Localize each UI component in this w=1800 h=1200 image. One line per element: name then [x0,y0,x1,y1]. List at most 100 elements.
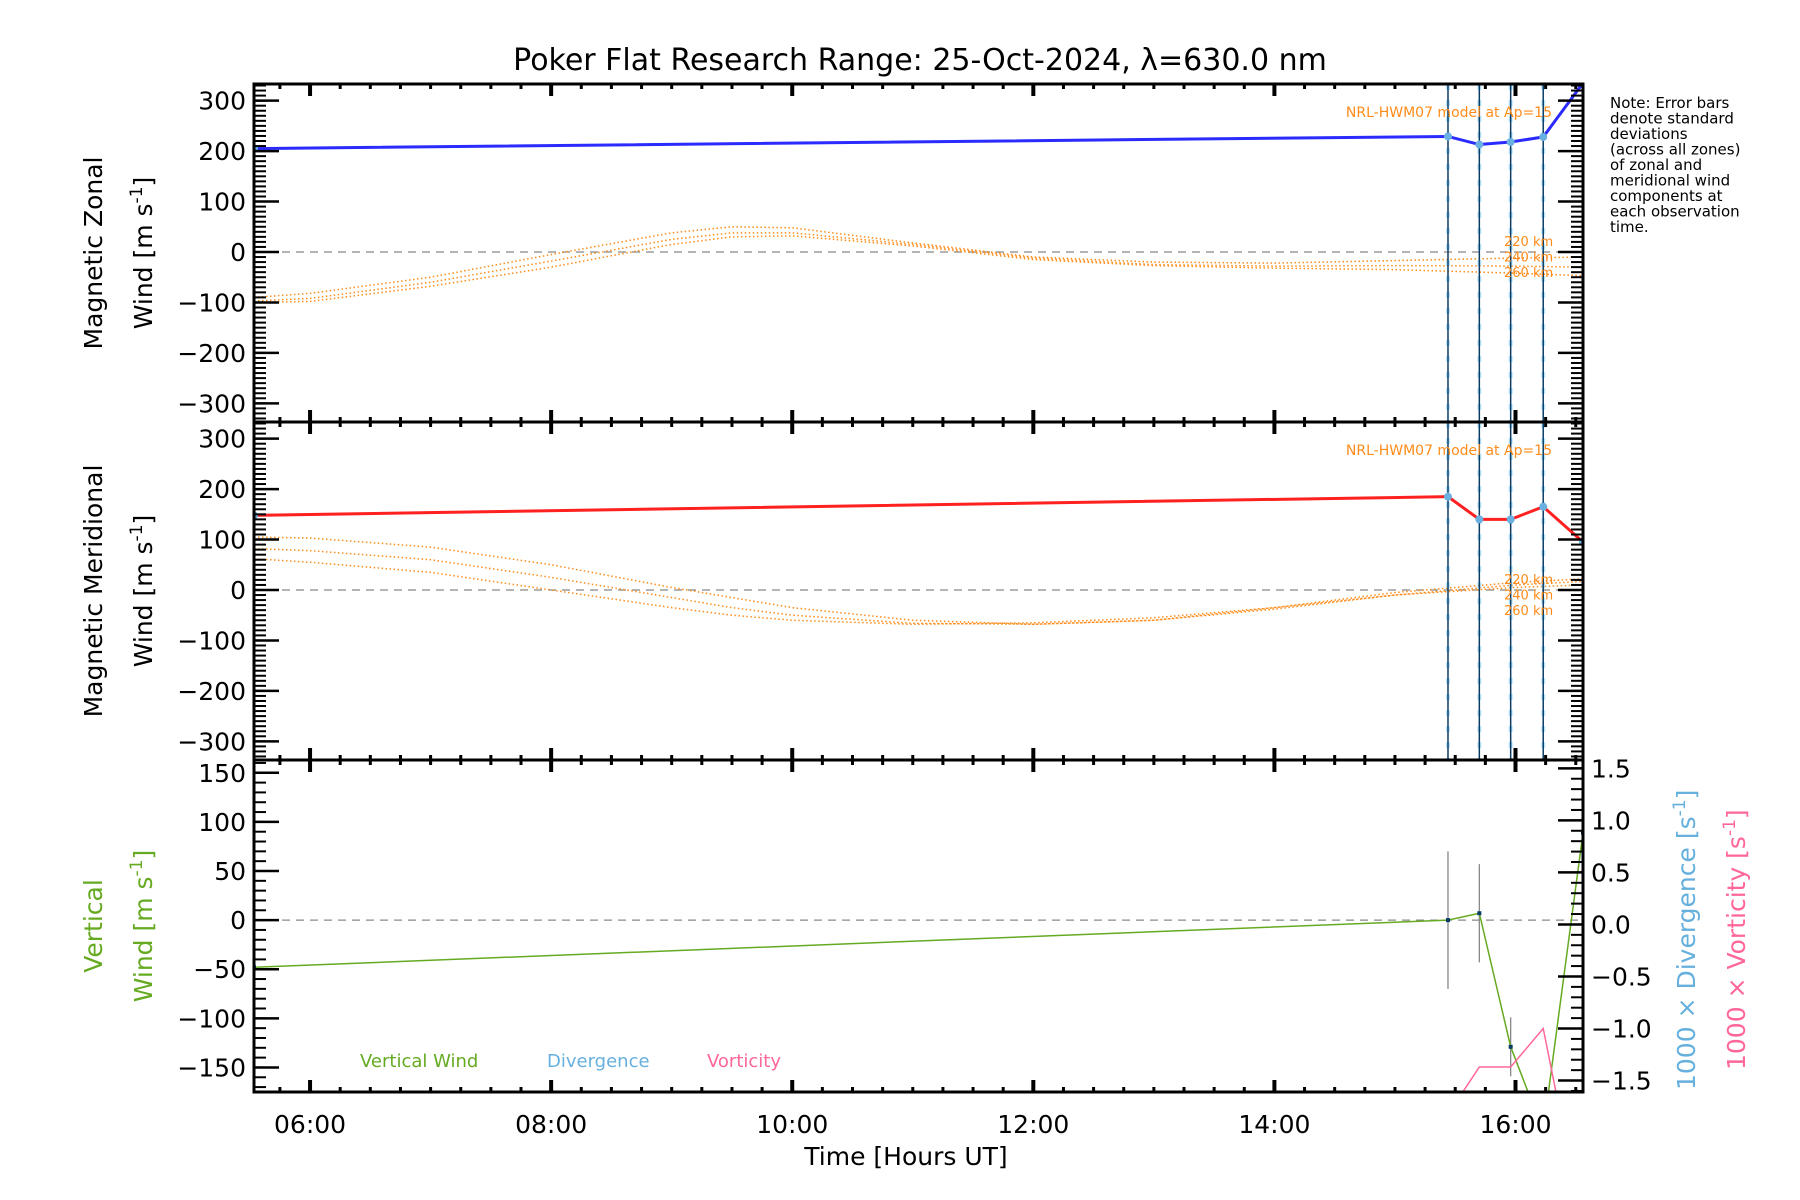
panel-2: 300 200 100 0 −100 −200 −300 Magnetic Meridiona… [79,420,1585,762]
y-tick-label: 0 [230,906,246,935]
legend-vertical-wind: Vertical Wind [360,1051,478,1072]
note-line: deviations [1610,125,1688,143]
data-point [1508,1044,1513,1049]
altitude-label: 220 km [1504,235,1553,250]
note-line: components at [1610,187,1723,205]
y-tick-label: 150 [198,759,246,788]
bracket: ] [1672,790,1701,800]
model-curve-260km [254,235,1583,304]
y-tick-label: −300 [177,389,246,418]
x-tick-label: 08:00 [515,1110,587,1139]
y-tick-label: 100 [198,526,246,555]
wind-line [254,495,1583,544]
data-point [1539,502,1548,511]
y-tick-label: −50 [193,955,246,984]
y-tick-label: 50 [214,857,246,886]
y-tick-label: −100 [177,1004,246,1033]
note-line: time. [1610,218,1649,236]
plot-area [254,830,1583,1092]
altitude-label: 260 km [1504,604,1553,619]
vorticity-axis-label: 1000 × Vorticity [s-1] [1720,809,1751,1070]
y-tick-label: −150 [177,1053,246,1082]
legend-divergence: Divergence [547,1051,650,1072]
altitude-label: 220 km [1504,573,1553,588]
legend-vorticity: Vorticity [707,1051,781,1072]
plot-area [254,422,1583,760]
y-axis-label-line1: Magnetic Meridional [79,465,108,718]
y-tick-label: 200 [198,475,246,504]
y2-tick-label: −0.5 [1591,962,1652,991]
y-tick-label: 100 [198,188,246,217]
y-tick-label: −300 [177,727,246,756]
x-tick-label: 16:00 [1479,1110,1551,1139]
y-tick-label: 200 [198,137,246,166]
data-point [1477,911,1482,916]
note-line: each observation [1610,203,1740,221]
y-tick-label: 300 [198,87,246,116]
bracket: ] [1722,809,1751,819]
wind-line [254,84,1583,151]
altitude-label: 260 km [1504,266,1553,281]
panel-3: 1.5 1.0 0.5 0.0 −0.5 −1.0 −1.5 1000 × Divergenc… [79,754,1751,1096]
y2-tick-label: −1.5 [1591,1067,1652,1096]
legend: Vertical Wind Divergence Vorticity [360,1051,781,1072]
model-curve-240km [254,232,1583,302]
y-tick-label: −100 [177,288,246,317]
note-line: meridional wind [1610,172,1730,190]
x-tick-label: 14:00 [1238,1110,1310,1139]
superscript: -1 [127,524,147,541]
panel-frame [252,420,1585,762]
note-line: (across all zones) [1610,141,1740,159]
y-tick-label: −200 [177,339,246,368]
superscript: -1 [127,859,147,876]
altitude-label: 240 km [1504,251,1553,266]
model-curve-220km [254,536,1583,626]
x-tick-label: 12:00 [997,1110,1069,1139]
x-tick-label: 10:00 [756,1110,828,1139]
y-tick-label: −100 [177,626,246,655]
bracket: ] [129,177,158,187]
y-tick-label: 100 [198,808,246,837]
vorticity-line [1461,1026,1557,1092]
model-label-zonal: NRL-HWM07 model at Ap=15 [1346,105,1552,121]
vertical-wind-line [254,832,1583,1092]
data-point [1443,492,1452,501]
model-label-meridional: NRL-HWM07 model at Ap=15 [1346,443,1552,459]
superscript: -1 [1670,799,1690,816]
model-curve-240km [254,547,1583,626]
data-point [1539,132,1548,141]
y-tick-label: 0 [230,576,246,605]
superscript: -1 [127,186,147,203]
data-point [1475,515,1484,524]
bracket: ] [129,515,158,525]
y2-tick-label: 1.5 [1591,754,1631,783]
y-tick-label: −200 [177,677,246,706]
data-point [1475,140,1484,149]
panel-frame [252,82,1585,424]
note-line: of zonal and [1610,156,1702,174]
superscript: -1 [1720,819,1740,836]
note-line: Note: Error bars [1610,94,1730,112]
plot-area [254,84,1583,422]
y2-tick-label: 0.0 [1591,910,1631,939]
data-point [1506,515,1515,524]
y-axis-label-line1: Magnetic Zonal [79,157,108,350]
y-axis-label-line2: Wind [m s-1] [127,850,158,1003]
y2-tick-label: 1.0 [1591,806,1631,835]
y-tick-label: 300 [198,425,246,454]
model-curve-220km [254,226,1583,299]
y-axis-label-line2: Wind [m s-1] [127,177,158,330]
y-axis-label-line1: Vertical [79,879,108,973]
y-tick-label: 0 [230,238,246,267]
bracket: ] [129,850,158,860]
data-point [1445,918,1450,923]
chart-title: Poker Flat Research Range: 25-Oct-2024, … [513,43,1327,78]
model-curve-260km [254,557,1583,626]
x-tick-label: 06:00 [274,1110,346,1139]
y2-tick-label: 0.5 [1591,858,1631,887]
altitude-label: 240 km [1504,589,1553,604]
y-axis-label-line2: Wind [m s-1] [127,515,158,668]
y2-tick-label: −1.0 [1591,1015,1652,1044]
